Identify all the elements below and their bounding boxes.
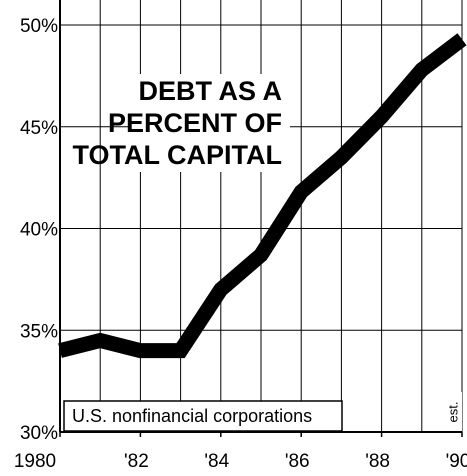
plot	[58, 33, 467, 359]
y-tick-label: 40%	[20, 220, 58, 241]
x-tick-label: '82	[124, 451, 149, 472]
y-tick-label: 35%	[20, 321, 58, 342]
annotation: est.	[445, 402, 460, 423]
data-line	[58, 33, 467, 359]
x-tick-label: '90	[446, 451, 467, 472]
annotation: U.S. nonfinancial corporations	[72, 406, 312, 426]
y-tick-label: 45%	[20, 118, 58, 139]
x-tick-label: '84	[204, 451, 229, 472]
chart-title: DEBT AS A	[138, 76, 282, 106]
x-tick-label: 1980	[14, 451, 56, 472]
annotation-box	[444, 392, 462, 431]
labels: 30% 35% 40% 45% 50% 1980 '82 '84 '86 '88 '90 DEBT A…	[14, 16, 467, 472]
y-tick-label: 30%	[20, 423, 58, 444]
chart-title: TOTAL CAPITAL	[73, 140, 283, 170]
chart-title: PERCENT OF	[108, 108, 282, 138]
x-tick-label: '88	[365, 451, 390, 472]
x-tick-label: '86	[285, 451, 310, 472]
annotation-box	[63, 400, 343, 432]
title-background	[130, 74, 290, 172]
y-tick-label: 50%	[20, 16, 58, 37]
